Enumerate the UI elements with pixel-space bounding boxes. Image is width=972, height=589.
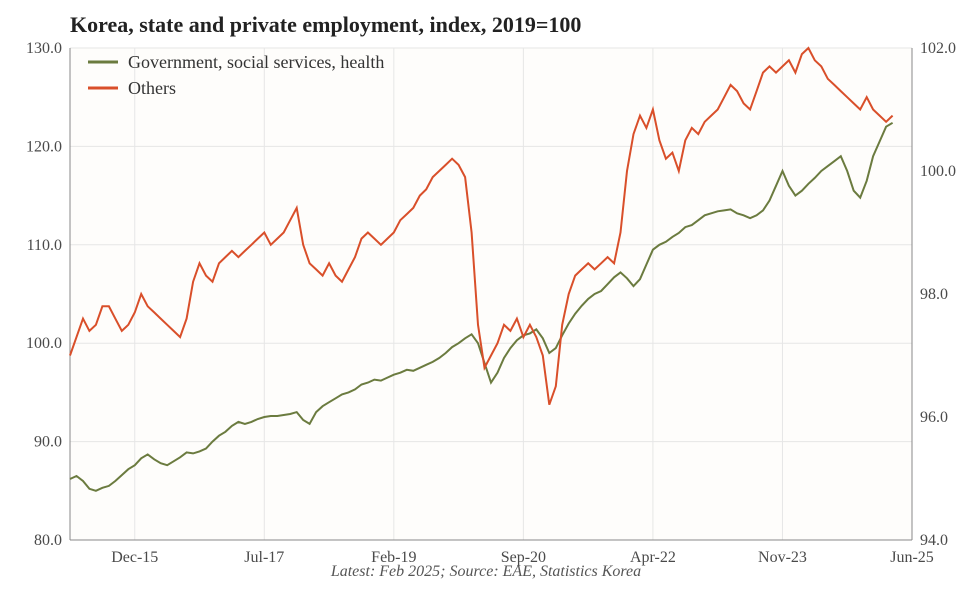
y-left-label: 110.0 [27,237,62,254]
y-left-label: 120.0 [26,138,62,155]
y-right-label: 100.0 [920,163,956,180]
y-right-label: 102.0 [920,40,956,57]
legend-label: Others [128,78,176,98]
chart-container: Korea, state and private employment, ind… [0,0,972,589]
y-left-label: 130.0 [26,40,62,57]
chart-title: Korea, state and private employment, ind… [70,12,581,38]
y-left-label: 80.0 [34,532,62,549]
y-right-label: 96.0 [920,409,948,426]
legend-label: Government, social services, health [128,52,384,72]
y-left-label: 90.0 [34,434,62,451]
y-right-label: 98.0 [920,286,948,303]
chart-svg: 80.0 90.0 100.0 110.0 120.0 130.0 94.0 96.0 98.0… [0,0,972,589]
y-left-label: 100.0 [26,335,62,352]
chart-caption: Latest: Feb 2025; Source: EAE, Statistic… [0,563,972,581]
y-right-label: 94.0 [920,532,948,549]
